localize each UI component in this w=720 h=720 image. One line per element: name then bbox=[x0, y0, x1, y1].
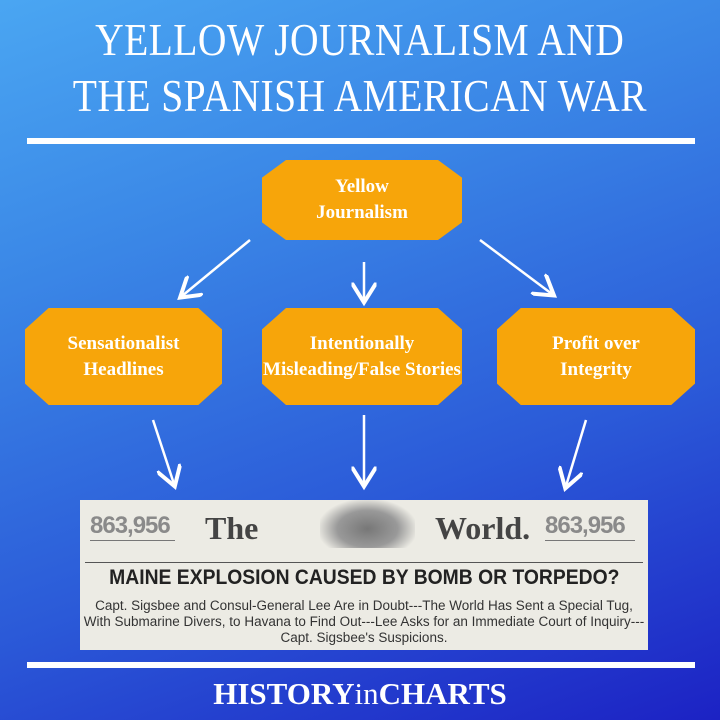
circulation-right: 863,956 bbox=[545, 512, 626, 539]
masthead-right: World. bbox=[435, 510, 531, 546]
newspaper-clipping: 863,956 The World. 863,956 MAINE EXPLOSI… bbox=[80, 500, 648, 650]
bottom-divider bbox=[27, 662, 695, 668]
node-misleading-stories: Intentionally Misleading/False Stories bbox=[262, 308, 462, 405]
top-divider bbox=[27, 138, 695, 144]
newspaper-headline: MAINE EXPLOSION CAUSED BY BOMB OR TORPED… bbox=[108, 566, 620, 589]
node-sensationalist-headlines: Sensationalist Headlines bbox=[25, 308, 222, 405]
dateline-rule bbox=[85, 558, 643, 563]
node-yellow-journalism: Yellow Journalism bbox=[262, 160, 462, 240]
arrow-root-right bbox=[479, 239, 552, 294]
node-profit-over-integrity: Profit over Integrity bbox=[497, 308, 695, 405]
masthead-emblem-icon bbox=[320, 500, 415, 548]
arrow-root-left bbox=[182, 239, 251, 296]
arrow-right-paper bbox=[566, 419, 588, 486]
brand-logo: HISTORYinCHARTS bbox=[213, 676, 507, 711]
arrow-left-paper bbox=[151, 419, 174, 484]
title-line-2: THE SPANISH AMERICAN WAR bbox=[72, 70, 648, 121]
masthead-left: The bbox=[205, 510, 259, 546]
circulation-left: 863,956 bbox=[90, 512, 171, 539]
title-line-1: YELLOW JOURNALISM AND bbox=[95, 14, 625, 65]
newspaper-deck: Capt. Sigsbee and Consul-General Lee Are… bbox=[83, 598, 645, 645]
